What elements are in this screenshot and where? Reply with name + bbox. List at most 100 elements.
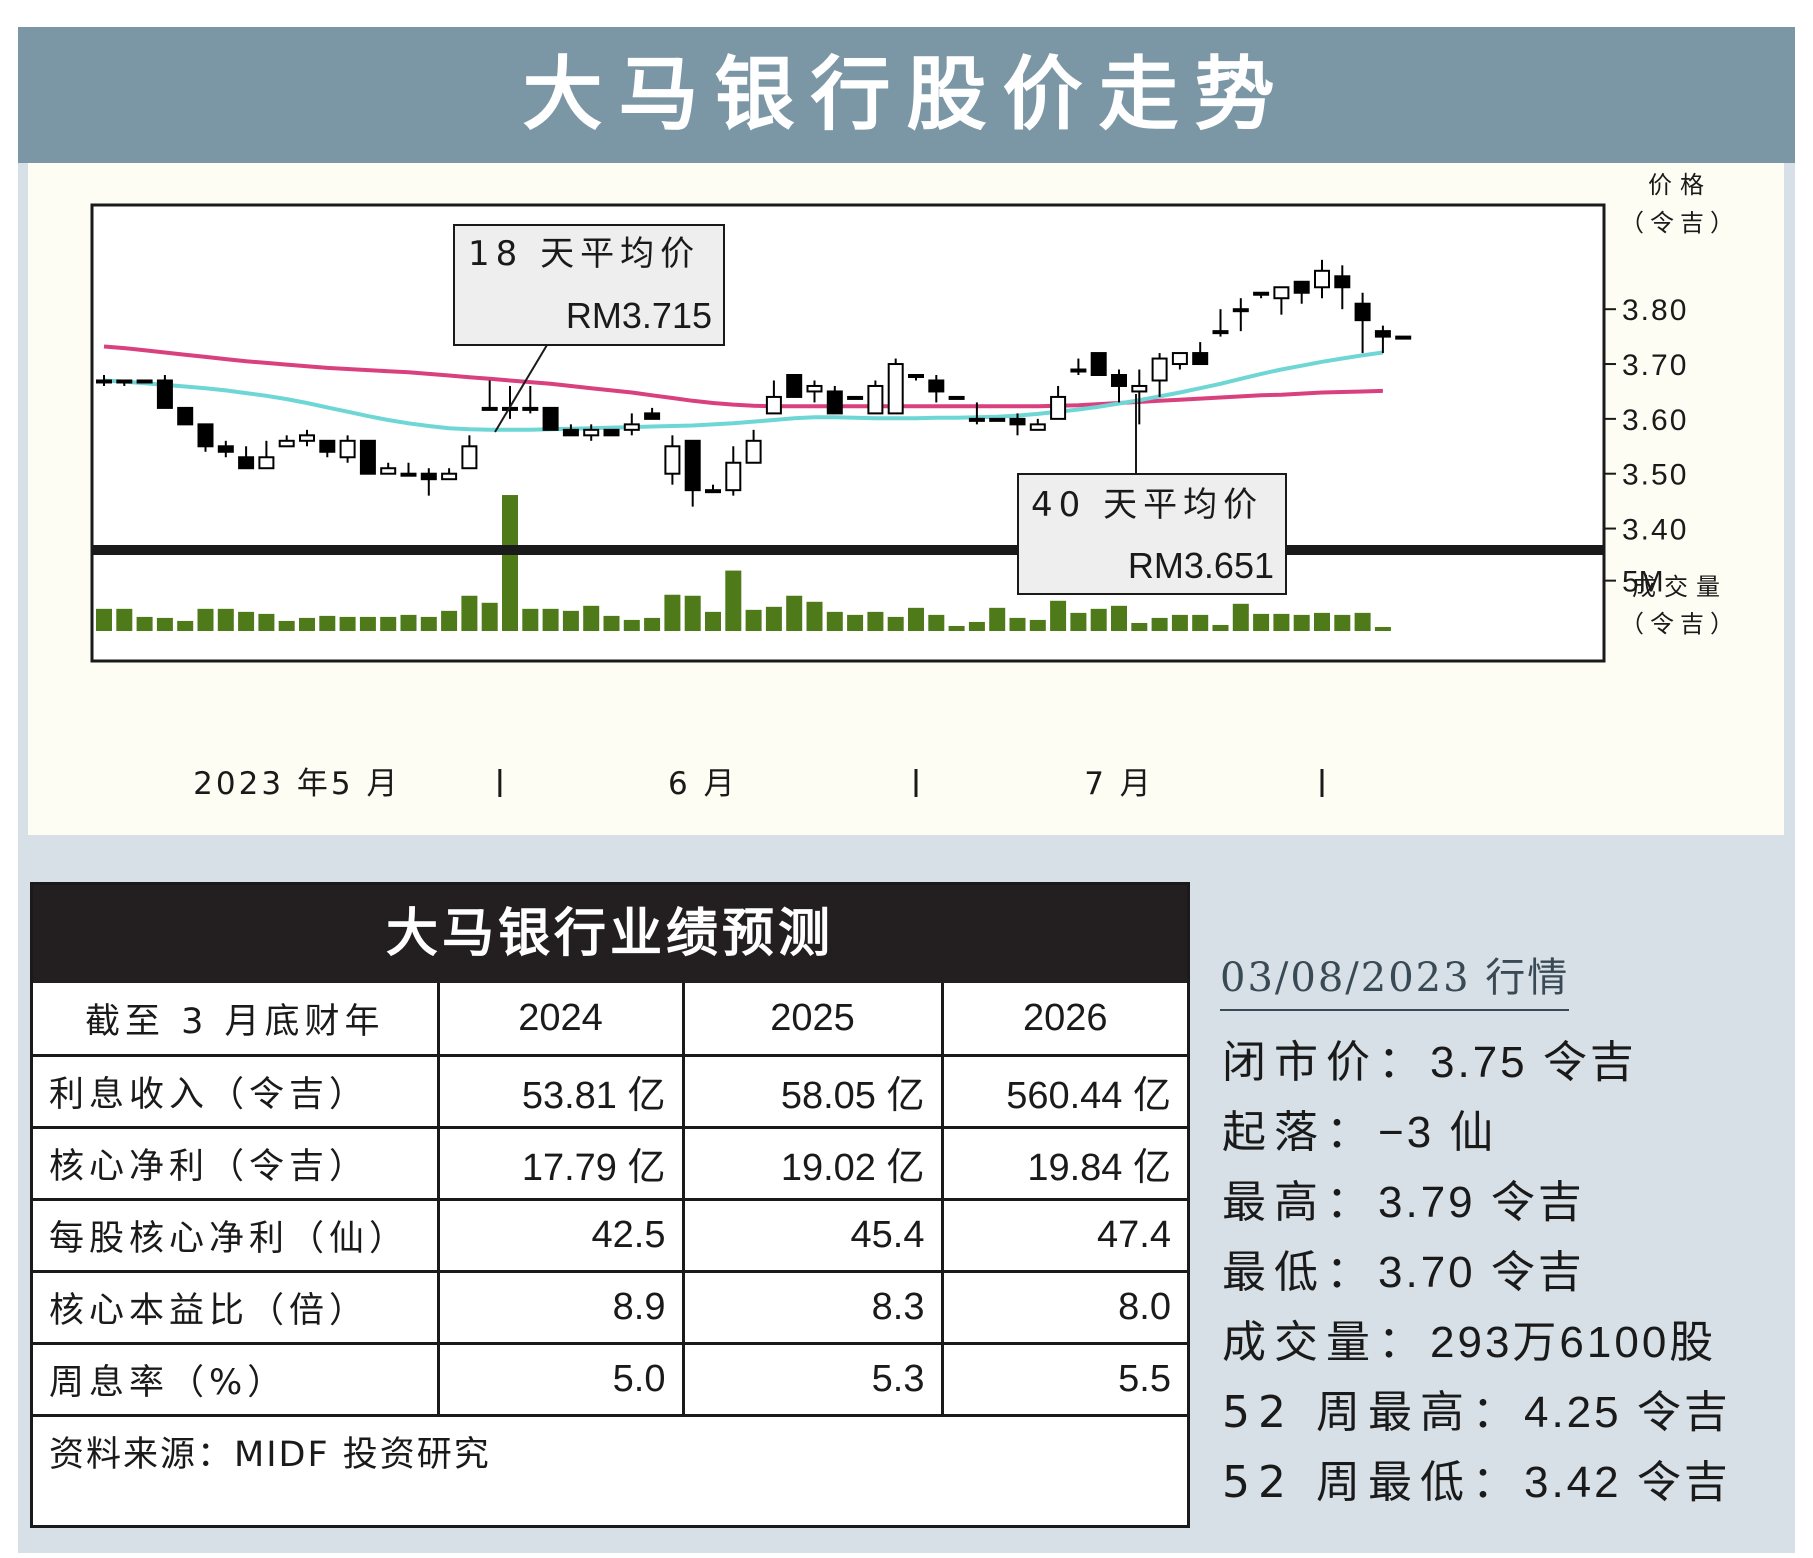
volume-bar <box>765 606 782 631</box>
candlestick <box>1314 259 1330 299</box>
volume-bar <box>644 617 661 631</box>
candlestick <box>156 375 173 409</box>
header-2024: 2024 <box>436 983 685 1057</box>
candle-body <box>989 417 1006 422</box>
volume-bar <box>847 614 864 631</box>
volume-bar <box>481 602 498 631</box>
candle-body <box>96 379 112 384</box>
candle-body <box>948 395 965 400</box>
candle-body <box>603 428 620 437</box>
volume-bar <box>826 611 843 631</box>
candlestick <box>705 484 721 494</box>
cell-value: 8.9 <box>436 1269 685 1345</box>
candle-body <box>847 395 864 400</box>
ma18-leader-line <box>494 344 548 433</box>
candle-body <box>1212 330 1229 335</box>
volume-bar <box>1111 605 1127 631</box>
candlestick <box>684 439 701 507</box>
candlestick <box>725 446 742 496</box>
ma40-callout-box <box>1017 473 1287 595</box>
candle-body <box>258 456 275 470</box>
candle-body <box>1151 357 1168 382</box>
candle-body <box>1131 384 1148 393</box>
candlestick <box>542 406 559 431</box>
volume-bar <box>1232 603 1249 631</box>
candlestick <box>786 374 803 398</box>
candle-body <box>136 379 153 384</box>
volume-bar <box>908 607 924 631</box>
volume-bar <box>1070 612 1087 631</box>
market-label: 最高： <box>1222 1177 1378 1228</box>
candlestick <box>238 446 255 470</box>
volume-axis-label: 成交量 <box>1632 573 1728 601</box>
volume-bar <box>623 619 640 631</box>
page-title: 大马银行股价走势 <box>522 48 1291 141</box>
market-value: 4.25 令吉 <box>1523 1388 1731 1437</box>
volume-bar <box>1293 614 1310 631</box>
volume-bar <box>725 570 742 631</box>
volume-bar <box>136 616 153 631</box>
candle-body <box>238 456 255 470</box>
candle-body <box>1009 417 1026 426</box>
ma18-value: RM3.715 <box>566 295 712 336</box>
row-label: 周息率（%） <box>33 1341 440 1417</box>
candle-body <box>156 379 173 409</box>
candle-body <box>725 461 742 492</box>
candlestick <box>319 439 336 458</box>
candlestick <box>826 385 843 415</box>
candle-body <box>928 379 945 393</box>
cell-value: 19.84 亿 <box>940 1125 1187 1201</box>
volume-bar <box>156 617 173 631</box>
candlestick <box>299 429 315 447</box>
volume-bar <box>1131 622 1148 631</box>
candle-body <box>806 384 823 393</box>
candle-body <box>1050 395 1067 420</box>
table-row: 利息收入（令吉） 53.81 亿 58.05 亿 560.44 亿 <box>33 1053 1187 1129</box>
candle-body <box>1354 302 1371 322</box>
market-label: 成交量： <box>1222 1317 1430 1368</box>
cell-value: 8.0 <box>940 1269 1187 1345</box>
price-tick-label: 3.40 <box>1622 514 1688 547</box>
candlestick <box>1131 369 1148 425</box>
candlestick <box>867 380 884 415</box>
candlestick <box>522 385 539 414</box>
volume-bar <box>461 595 478 631</box>
forecast-grid: 截至 3 月底财年 2024 2025 2026 利息收入（令吉） 53.81 … <box>33 983 1187 1487</box>
market-date: 03/08/2023 行情 <box>1220 945 1570 1011</box>
candlestick <box>441 468 458 481</box>
source-note: 资料来源：MIDF 投资研究 <box>33 1413 1187 1487</box>
table-row: 每股核心净利（仙） 42.5 45.4 47.4 <box>33 1197 1187 1273</box>
volume-bar <box>664 594 681 631</box>
candle-body <box>623 423 640 431</box>
volume-bar <box>420 616 437 631</box>
candlestick <box>887 358 904 415</box>
volume-bar <box>1354 612 1371 631</box>
volume-bar <box>441 610 458 631</box>
forecast-header-row: 截至 3 月底财年 2024 2025 2026 <box>33 983 1187 1057</box>
candlestick <box>1111 369 1127 403</box>
candle-body <box>481 406 498 411</box>
volume-bar <box>1374 626 1391 631</box>
candle-body <box>562 428 579 437</box>
volume-bar <box>238 611 255 631</box>
volume-bar <box>1192 614 1209 631</box>
header-fiscal-year: 截至 3 月底财年 <box>33 983 440 1057</box>
volume-bar <box>867 611 884 631</box>
market-value: −3 仙 <box>1378 1108 1497 1157</box>
row-label: 核心净利（令吉） <box>33 1125 440 1201</box>
volume-bar <box>745 609 762 631</box>
candlestick <box>745 429 762 464</box>
candlestick <box>1374 325 1391 354</box>
volume-bar <box>1151 617 1168 631</box>
volume-bars <box>96 495 1391 631</box>
candlestick <box>461 435 478 470</box>
volume-bar <box>1171 614 1188 631</box>
market-change: 起落：−3 仙 <box>1222 1096 1496 1160</box>
volume-bar <box>522 608 539 631</box>
volume-tick-label: 5M <box>1622 566 1664 599</box>
volume-bar <box>177 620 194 631</box>
candle-body <box>1273 286 1290 300</box>
candlestick <box>359 439 376 475</box>
price-tick-label: 3.50 <box>1622 459 1688 492</box>
candle-body <box>278 439 295 448</box>
